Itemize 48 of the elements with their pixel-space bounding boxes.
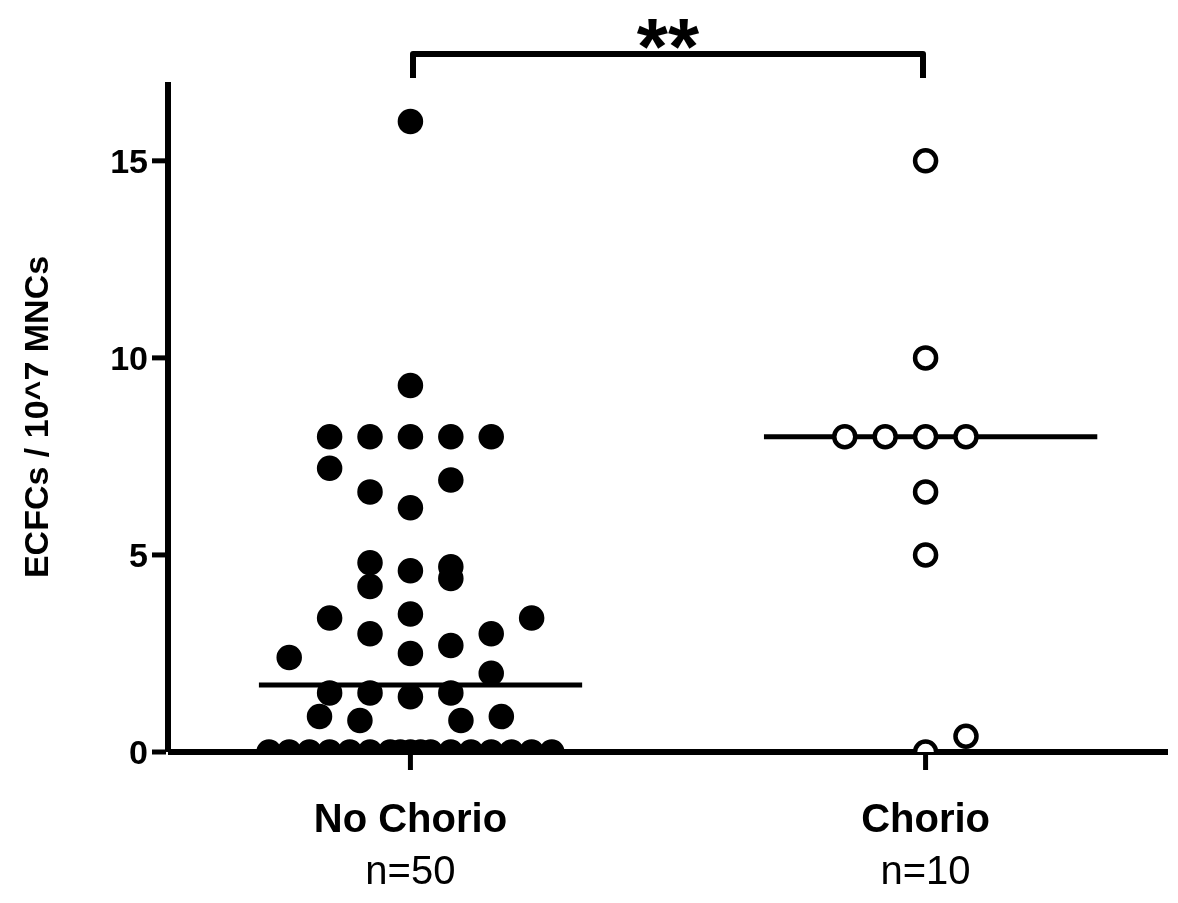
point [316, 680, 343, 706]
point [357, 479, 383, 505]
y-tick-label: 5 [129, 535, 148, 574]
point [912, 542, 939, 568]
y-axis-title: ECFCs / 10^7 MNCs [17, 255, 55, 579]
point [357, 680, 383, 706]
point [397, 372, 424, 399]
point [912, 345, 939, 371]
point [912, 423, 939, 450]
point [478, 660, 504, 686]
point [448, 707, 474, 734]
point [872, 423, 898, 450]
point [488, 703, 515, 730]
point [357, 573, 383, 600]
point [357, 621, 383, 647]
point [478, 621, 504, 647]
point [357, 423, 383, 450]
point [438, 467, 464, 493]
point [397, 494, 424, 521]
point [953, 423, 979, 450]
point [397, 108, 424, 135]
point [397, 423, 424, 450]
point [518, 605, 545, 631]
point [397, 640, 424, 667]
point [357, 550, 383, 576]
x-tick-label: No Chorio n=50 [313, 796, 508, 892]
point [306, 703, 333, 730]
point [316, 605, 343, 631]
point [276, 644, 302, 671]
point [438, 632, 464, 659]
point [397, 601, 424, 627]
point [953, 723, 979, 749]
point [397, 557, 424, 584]
point [832, 423, 858, 450]
point [912, 479, 939, 505]
point [438, 680, 464, 706]
y-tick-label: 10 [110, 338, 148, 377]
point [912, 148, 939, 174]
point [397, 684, 424, 710]
point [478, 423, 504, 450]
x-tick-label: Chorio n=10 [861, 796, 991, 892]
point [316, 455, 343, 481]
y-tick-label: 0 [129, 733, 148, 771]
point [316, 423, 343, 450]
point [438, 423, 464, 450]
annotation: ** [636, 2, 700, 91]
y-tick-label: 15 [110, 141, 148, 180]
point [347, 707, 373, 734]
